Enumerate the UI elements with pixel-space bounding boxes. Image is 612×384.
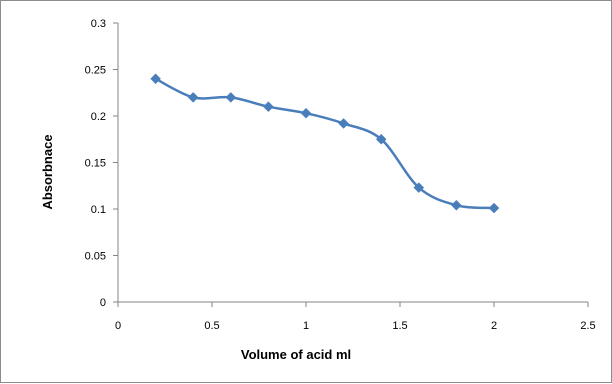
- data-point-marker: [226, 92, 236, 102]
- x-tick-label: 1: [303, 320, 309, 332]
- series: [151, 74, 499, 213]
- x-tick-label: 1.5: [392, 320, 407, 332]
- x-tick-label: 0.5: [204, 320, 219, 332]
- y-tick-label: 0.3: [91, 18, 106, 30]
- ticks: 0 0.05 0.1 0.15 0.2 0.25 0.3 0 0.5 1 1.5 2 2.5: [85, 18, 596, 332]
- y-tick-label: 0.1: [91, 204, 106, 216]
- data-point-marker: [151, 74, 161, 84]
- x-axis-title: Volume of acid ml: [241, 347, 351, 362]
- y-tick-label: 0.15: [85, 158, 106, 170]
- data-point-marker: [489, 203, 499, 213]
- data-point-marker: [451, 200, 461, 210]
- data-point-marker: [188, 92, 198, 102]
- x-tick-label: 0: [115, 320, 121, 332]
- y-tick-label: 0.05: [85, 251, 106, 263]
- data-point-marker: [339, 118, 349, 128]
- y-axis-title: Absorbnace: [40, 134, 55, 209]
- y-tick-label: 0.2: [91, 111, 106, 123]
- y-tick-label: 0.25: [85, 65, 106, 77]
- x-tick-label: 2: [491, 320, 497, 332]
- y-tick-label: 0: [100, 297, 106, 309]
- series-line: [156, 79, 494, 208]
- data-point-marker: [263, 102, 273, 112]
- axes: [118, 23, 588, 302]
- data-point-marker: [301, 108, 311, 118]
- x-tick-label: 2.5: [580, 320, 595, 332]
